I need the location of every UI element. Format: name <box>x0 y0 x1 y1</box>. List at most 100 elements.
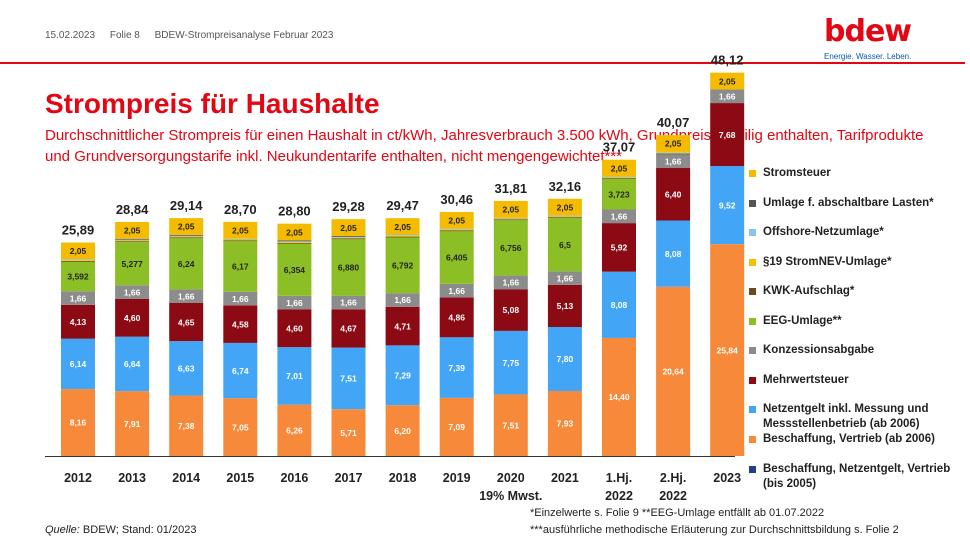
bar-segment-stromnev-8 <box>493 218 528 220</box>
bar-segment-eeg-0 <box>61 261 95 292</box>
bar-segment-stromnev-2 <box>169 236 204 238</box>
header-slide: Folie 8 <box>109 30 140 41</box>
bar-segment-beschaffung-3 <box>223 398 258 456</box>
data-label-konzession-5: 1,66 <box>340 298 357 308</box>
bar-segment-stromsteuer-9 <box>547 198 582 216</box>
bar-segment-stromnev-3 <box>223 239 258 241</box>
legend-swatch-stromnev <box>749 259 756 266</box>
bar-segment-beschaffung-5 <box>331 409 366 456</box>
bar-segment-mwst-11 <box>656 168 691 221</box>
x-tick-label-2: 2014 <box>172 471 200 485</box>
bar-segment-mwst-1 <box>115 298 150 337</box>
legend-swatch-beschaffung <box>749 436 756 443</box>
data-label-beschaffung-9: 7,93 <box>557 419 574 429</box>
bar-segment-beschaffung-8 <box>493 394 528 456</box>
data-label-eeg-6: 6,792 <box>392 261 414 271</box>
bar-segment-stromnev-5 <box>331 237 366 239</box>
data-label-konzession-0: 1,66 <box>70 293 87 303</box>
bar-segment-konzession-9 <box>547 271 582 285</box>
bar-segment-kwk-9 <box>547 217 582 219</box>
bar-segment-konzession-4 <box>277 295 312 310</box>
data-label-stromsteuer-2: 2,05 <box>178 222 195 232</box>
data-label-mwst-12: 7,68 <box>719 130 736 140</box>
header-doc: BDEW-Strompreisanalyse Februar 2023 <box>154 30 334 41</box>
data-label-eeg-9: 6,5 <box>559 240 571 250</box>
total-label-6: 29,47 <box>386 198 419 213</box>
legend-swatch-offshore <box>749 229 756 236</box>
bar-segment-stromsteuer-6 <box>385 218 420 235</box>
bar-segment-stromnev-9 <box>547 216 582 218</box>
data-label-konzession-3: 1,66 <box>232 294 249 304</box>
bar-segment-offshore-2 <box>169 235 204 237</box>
bar-segment-kwk-5 <box>331 238 366 240</box>
data-label-netzentgelt-5: 7,51 <box>340 374 357 384</box>
legend-swatch-netzentgelt <box>749 406 756 413</box>
bar-segment-netzentgelt-0 <box>61 338 95 390</box>
bar-segment-stromsteuer-4 <box>277 223 312 241</box>
data-label-stromsteuer-11: 2,05 <box>665 139 682 149</box>
bar-segment-offshore-10 <box>602 176 636 178</box>
bar-segment-mwst-6 <box>385 306 420 346</box>
bar-segment-mwst-7 <box>439 297 474 338</box>
bar-segment-netzentgelt-4 <box>277 347 312 405</box>
x-tick-label-12: 2023 <box>713 471 741 485</box>
chart-subtitle: Durchschnittlicher Strompreis für einen … <box>45 127 924 165</box>
total-label-8: 31,81 <box>495 181 528 196</box>
data-label-stromsteuer-8: 2,05 <box>503 205 520 215</box>
bar-segment-kwk-7 <box>439 230 474 232</box>
bar-segment-offshore-3 <box>223 238 258 240</box>
data-label-mwst-4: 4,60 <box>286 324 303 334</box>
data-label-netzentgelt-3: 6,74 <box>232 366 249 376</box>
data-label-stromsteuer-7: 2,05 <box>448 216 465 226</box>
bar-segment-netzentgelt-3 <box>223 342 258 399</box>
source-text: BDEW; Stand: 01/2023 <box>79 524 197 536</box>
bar-segment-kwk-8 <box>493 219 528 221</box>
data-label-eeg-2: 6,24 <box>178 259 195 269</box>
x-tick-sublabel-10: 2022 <box>605 489 633 503</box>
data-label-mwst-0: 4,13 <box>70 317 87 327</box>
x-tick-label-7: 2019 <box>443 471 471 485</box>
bar-segment-beschaffung-6 <box>385 405 420 456</box>
data-label-konzession-9: 1,66 <box>557 273 574 283</box>
total-label-1: 28,84 <box>116 202 149 217</box>
data-label-mwst-2: 4,65 <box>178 317 195 327</box>
data-label-eeg-10: 3,723 <box>608 189 630 199</box>
legend-label-offshore: Offshore-Netzumlage* <box>763 226 884 238</box>
bar-segment-netzentgelt-1 <box>115 336 150 392</box>
data-label-eeg-7: 6,405 <box>446 253 468 263</box>
total-label-12: 48,12 <box>711 53 744 68</box>
data-label-stromsteuer-1: 2,05 <box>124 226 141 236</box>
data-label-mwst-8: 5,08 <box>503 305 520 315</box>
data-label-stromsteuer-3: 2,05 <box>232 225 249 235</box>
bar-segment-stromsteuer-1 <box>115 221 150 239</box>
bar-segment-mwst-8 <box>493 289 528 331</box>
data-label-konzession-11: 1,66 <box>665 156 682 166</box>
legend-swatch-konzession <box>749 347 756 354</box>
data-label-mwst-11: 6,40 <box>665 189 682 199</box>
data-label-beschaffung-7: 7,09 <box>448 422 465 432</box>
logo-tagline: Energie. Wasser. Leben. <box>824 52 912 61</box>
data-label-konzession-7: 1,66 <box>448 286 465 296</box>
data-label-stromsteuer-9: 2,05 <box>557 202 574 212</box>
bar-segment-stromnev-0 <box>61 260 95 261</box>
data-label-stromsteuer-4: 2,05 <box>286 227 303 237</box>
footer-notes: *Einzelwerte s. Folie 9 **EEG-Umlage ent… <box>530 505 899 539</box>
x-tick-label-0: 2012 <box>64 471 92 485</box>
bar-segment-konzession-0 <box>61 291 95 305</box>
bar-segment-beschaffung-0 <box>61 389 95 456</box>
legend-label-abschaltbar: Umlage f. abschaltbare Lasten* <box>763 197 934 209</box>
bar-segment-eeg-1 <box>115 242 150 286</box>
data-label-konzession-2: 1,66 <box>178 291 195 301</box>
data-label-beschaffung-5: 5,71 <box>340 428 357 438</box>
data-label-eeg-5: 6,880 <box>338 263 360 273</box>
legend-swatch-stromsteuer <box>749 170 756 177</box>
data-label-mwst-1: 4,60 <box>124 313 141 323</box>
bar-segment-mwst-2 <box>169 302 204 342</box>
total-label-11: 40,07 <box>657 115 690 130</box>
bar-segment-netzentgelt-12 <box>710 166 745 245</box>
bar-segment-konzession-6 <box>385 293 420 307</box>
bar-segment-beschaffung-2 <box>169 395 204 456</box>
bar-segment-netzentgelt-11 <box>656 220 691 287</box>
legend-label-netzentgelt: Netzentgelt inkl. Messung und Messstelle… <box>763 403 929 430</box>
